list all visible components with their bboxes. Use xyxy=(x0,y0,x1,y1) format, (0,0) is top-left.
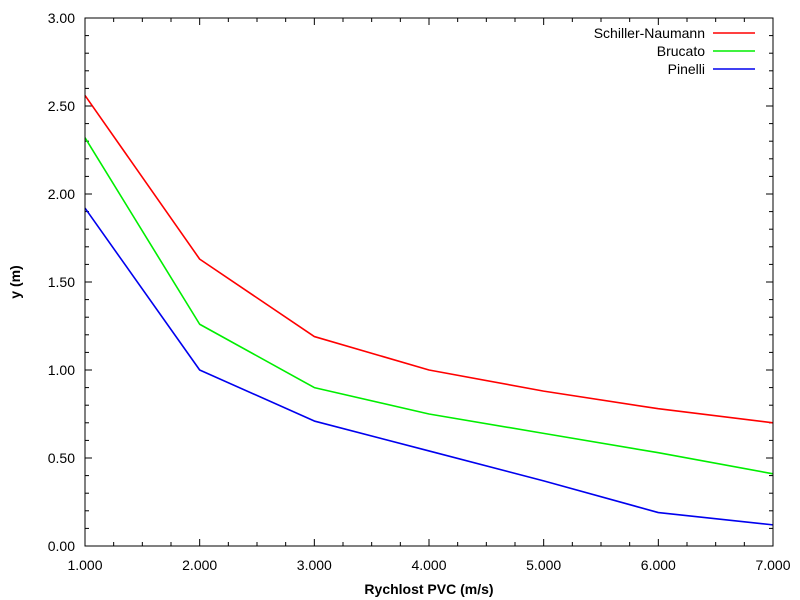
x-tick-labels: 1.000 2.000 3.000 4.000 5.000 6.000 7.000 xyxy=(67,557,790,573)
y-tick-label: 2.50 xyxy=(48,98,75,114)
legend-label: Pinelli xyxy=(668,61,705,77)
series-lines xyxy=(84,94,774,526)
x-tick-label: 4.000 xyxy=(411,557,446,573)
legend-label: Brucato xyxy=(657,43,705,59)
x-tick-label: 7.000 xyxy=(755,557,790,573)
x-tick-label: 2.000 xyxy=(182,557,217,573)
y-tick-label: 3.00 xyxy=(48,10,75,26)
y-tick-label: 2.00 xyxy=(48,186,75,202)
y-tick-label: 1.50 xyxy=(48,274,75,290)
plot-area-frame xyxy=(84,17,774,547)
x-tick-label: 6.000 xyxy=(641,557,676,573)
legend-label: Schiller-Naumann xyxy=(594,25,705,41)
y-tick-label: 1.00 xyxy=(48,362,75,378)
axis-ticks xyxy=(84,17,774,547)
series-line-pinelli xyxy=(84,207,774,526)
series-line-brucato xyxy=(84,137,774,475)
x-tick-label: 5.000 xyxy=(526,557,561,573)
y-tick-labels: 0.00 0.50 1.00 1.50 2.00 2.50 3.00 xyxy=(48,10,75,554)
x-tick-label: 1.000 xyxy=(67,557,102,573)
x-tick-label: 3.000 xyxy=(297,557,332,573)
series-line-schiller-naumann xyxy=(84,94,774,424)
x-axis-title: Rychlost PVC (m/s) xyxy=(364,581,493,597)
y-tick-label: 0.50 xyxy=(48,450,75,466)
y-tick-label: 0.00 xyxy=(48,538,75,554)
legend: Schiller-Naumann Brucato Pinelli xyxy=(594,25,755,77)
y-axis-title: y (m) xyxy=(7,265,23,298)
